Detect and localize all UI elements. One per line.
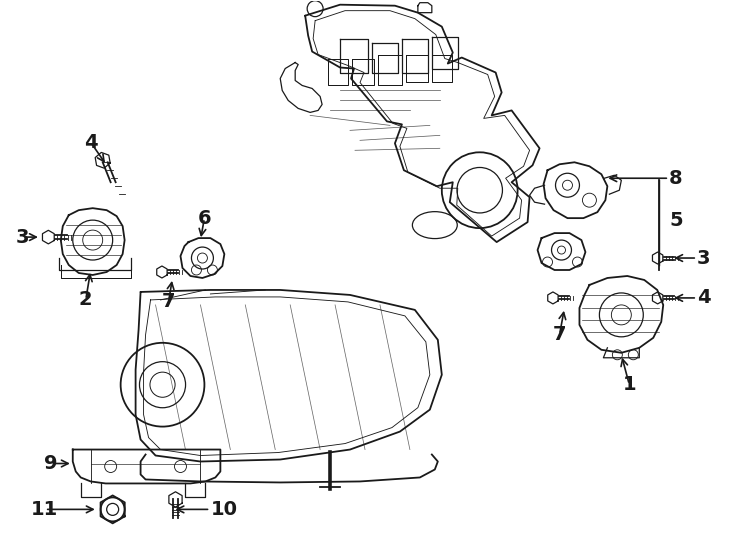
Text: 4: 4 bbox=[84, 133, 98, 152]
Text: 10: 10 bbox=[211, 500, 237, 519]
Text: 2: 2 bbox=[79, 291, 92, 309]
Text: 6: 6 bbox=[197, 208, 211, 228]
Text: 9: 9 bbox=[44, 454, 57, 473]
Text: 7: 7 bbox=[161, 293, 175, 312]
Text: 5: 5 bbox=[669, 211, 683, 229]
Text: 7: 7 bbox=[553, 325, 566, 345]
Text: 3: 3 bbox=[697, 248, 711, 267]
Text: 1: 1 bbox=[622, 375, 636, 394]
Text: 11: 11 bbox=[32, 500, 59, 519]
Text: 8: 8 bbox=[669, 168, 683, 188]
Text: 3: 3 bbox=[16, 227, 29, 247]
Text: 4: 4 bbox=[697, 288, 711, 307]
